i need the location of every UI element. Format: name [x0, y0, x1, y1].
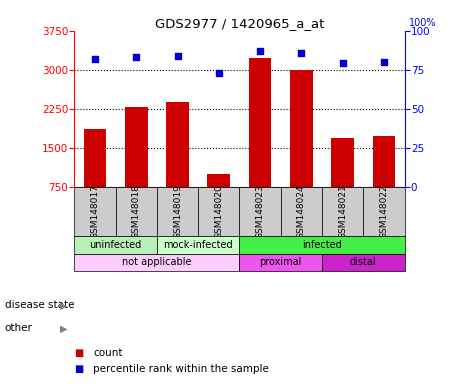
Bar	[157, 237, 239, 253]
Text: ▶: ▶	[60, 300, 67, 310]
Bar	[331, 138, 354, 187]
Text: GSM148020: GSM148020	[214, 184, 223, 239]
Point	[133, 54, 140, 60]
Text: GSM148023: GSM148023	[256, 184, 265, 239]
Bar	[74, 187, 116, 237]
Bar	[74, 253, 239, 271]
Bar	[116, 187, 157, 237]
Bar	[74, 237, 157, 253]
Point	[298, 50, 305, 56]
Text: GSM148022: GSM148022	[379, 184, 388, 239]
Bar	[322, 187, 363, 237]
Point	[91, 56, 99, 62]
Text: disease state: disease state	[5, 300, 74, 310]
Text: percentile rank within the sample: percentile rank within the sample	[93, 364, 269, 374]
Bar	[239, 237, 405, 253]
Point	[380, 59, 388, 65]
Bar	[239, 253, 322, 271]
Bar	[290, 70, 313, 187]
Bar	[363, 187, 405, 237]
Bar	[281, 187, 322, 237]
Text: GSM148017: GSM148017	[91, 184, 100, 239]
Text: other: other	[5, 323, 33, 333]
Bar	[322, 253, 405, 271]
Bar	[239, 187, 281, 237]
Text: count: count	[93, 348, 122, 358]
Bar	[372, 136, 395, 187]
Point	[339, 60, 346, 66]
Bar	[157, 187, 198, 237]
Bar	[166, 102, 189, 187]
Bar	[198, 187, 239, 237]
Bar	[84, 129, 106, 187]
Text: ■: ■	[74, 364, 84, 374]
Point	[215, 70, 223, 76]
Title: GDS2977 / 1420965_a_at: GDS2977 / 1420965_a_at	[155, 17, 324, 30]
Text: proximal: proximal	[259, 257, 302, 267]
Bar	[125, 107, 148, 187]
Text: distal: distal	[350, 257, 377, 267]
Text: infected: infected	[302, 240, 342, 250]
Point	[256, 48, 264, 54]
Text: GSM148019: GSM148019	[173, 184, 182, 239]
Text: GSM148018: GSM148018	[132, 184, 141, 239]
Text: uninfected: uninfected	[90, 240, 142, 250]
Text: ■: ■	[74, 348, 84, 358]
Text: mock-infected: mock-infected	[163, 240, 233, 250]
Bar	[249, 58, 272, 187]
Text: 100%: 100%	[409, 18, 436, 28]
Text: GSM148021: GSM148021	[338, 184, 347, 239]
Text: GSM148024: GSM148024	[297, 184, 306, 239]
Point	[174, 53, 181, 59]
Text: ▶: ▶	[60, 323, 67, 333]
Text: not applicable: not applicable	[122, 257, 192, 267]
Bar	[207, 174, 230, 187]
